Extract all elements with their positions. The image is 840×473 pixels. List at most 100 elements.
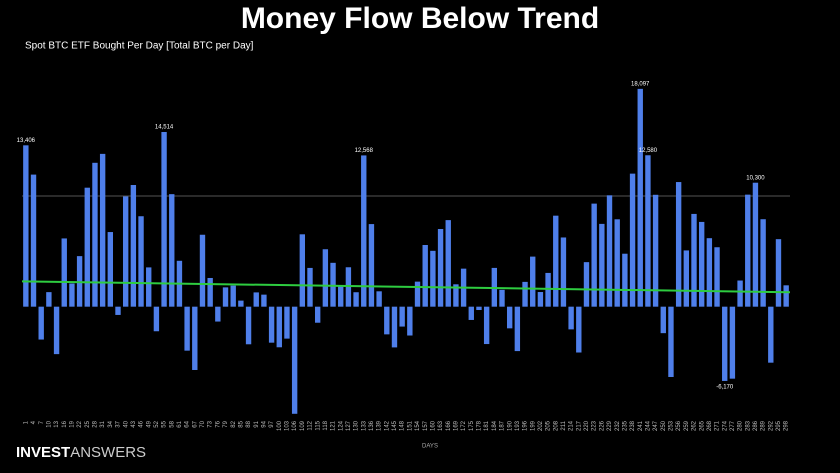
x-tick-label: 256 — [676, 420, 682, 431]
bar — [322, 249, 329, 307]
x-tick-label: 7 — [39, 420, 45, 424]
bar — [338, 285, 344, 307]
x-tick-label: 259 — [684, 420, 690, 431]
brand-bold: INVEST — [16, 444, 70, 461]
bar — [714, 247, 720, 307]
x-tick-label: 88 — [246, 420, 252, 427]
bar — [553, 215, 559, 307]
bar — [23, 145, 29, 307]
x-tick-label: 127 — [346, 420, 352, 431]
value-label: 13,406 — [17, 138, 36, 144]
bar — [207, 277, 213, 307]
bar — [92, 162, 98, 307]
bar — [775, 239, 782, 307]
x-tick-label: 52 — [154, 420, 160, 427]
x-tick-label: 286 — [753, 420, 759, 431]
bar — [46, 292, 52, 307]
x-tick-label: 73 — [208, 420, 214, 427]
bar — [368, 224, 375, 307]
x-tick-label: 58 — [169, 420, 175, 427]
x-tick-label: 154 — [415, 420, 421, 431]
x-tick-label: 295 — [776, 420, 782, 431]
bar — [745, 194, 751, 307]
bar — [576, 306, 582, 353]
bar — [169, 194, 175, 307]
x-tick-label: 220 — [584, 420, 590, 431]
bar — [407, 306, 413, 336]
x-tick-label: 106 — [292, 420, 298, 431]
x-tick-label: 28 — [93, 420, 99, 427]
x-tick-label: 100 — [277, 420, 283, 431]
chart-title: Money Flow Below Trend — [241, 2, 599, 35]
bar — [768, 306, 774, 363]
x-tick-label: 181 — [484, 420, 490, 431]
bar — [314, 306, 321, 323]
x-tick-label: 172 — [461, 420, 467, 431]
bar — [722, 306, 728, 381]
x-tick-label: 148 — [400, 420, 406, 431]
x-tick-label: 217 — [576, 420, 582, 431]
bar — [99, 153, 106, 307]
x-tick-label: 277 — [730, 420, 736, 431]
x-tick-label: 4 — [31, 420, 37, 424]
x-tick-label: 280 — [738, 420, 744, 431]
bar — [384, 306, 390, 335]
x-tick-label: 118 — [323, 420, 329, 430]
bar — [284, 306, 290, 339]
x-tick-label: 64 — [185, 420, 191, 427]
x-tick-label: 112 — [308, 420, 314, 430]
x-tick-label: 238 — [630, 420, 636, 431]
x-tick-label: 265 — [699, 420, 705, 431]
x-tick-label: 133 — [361, 420, 367, 431]
x-tick-label: 109 — [300, 420, 306, 431]
x-tick-label: 292 — [768, 420, 774, 431]
x-tick-label: 40 — [123, 420, 129, 427]
bar — [184, 306, 190, 351]
x-tick-label: 268 — [707, 420, 713, 431]
bar — [268, 306, 275, 343]
x-tick-label: 262 — [692, 420, 698, 431]
value-label: 14,514 — [155, 125, 174, 131]
value-label: 12,568 — [355, 148, 374, 154]
bar — [61, 238, 67, 307]
bar — [361, 155, 367, 307]
x-tick-label: 160 — [430, 420, 436, 431]
bar — [568, 306, 574, 330]
x-tick-label: 157 — [423, 420, 429, 431]
x-tick-label: 235 — [622, 420, 628, 431]
bar — [238, 300, 244, 307]
x-tick-label: 169 — [453, 420, 459, 431]
bar — [652, 194, 659, 307]
x-tick-label: 46 — [139, 420, 145, 427]
x-tick-label: 115 — [315, 420, 321, 430]
bar — [276, 306, 282, 348]
bar — [537, 292, 544, 307]
bar — [115, 306, 121, 315]
bar — [698, 221, 705, 307]
bar — [622, 253, 628, 307]
bar — [483, 306, 490, 345]
bar — [629, 173, 636, 307]
bar — [737, 280, 743, 307]
bar — [376, 291, 382, 307]
x-tick-label: 199 — [530, 420, 536, 431]
x-tick-label: 10 — [46, 420, 52, 427]
bar — [130, 185, 137, 307]
bar — [399, 306, 405, 327]
bar — [437, 229, 444, 307]
x-tick-label: 103 — [285, 420, 291, 431]
bar — [599, 223, 605, 307]
bar — [53, 306, 60, 355]
bar — [606, 195, 613, 307]
bar — [253, 292, 259, 307]
bar — [691, 213, 697, 307]
bar — [514, 306, 521, 352]
bar — [299, 234, 306, 307]
x-tick-label: 271 — [715, 420, 721, 431]
bar — [706, 238, 713, 307]
bar — [391, 306, 398, 348]
bar — [330, 262, 336, 307]
x-tick-label: 298 — [784, 420, 790, 431]
x-tick-label: 151 — [407, 420, 413, 431]
